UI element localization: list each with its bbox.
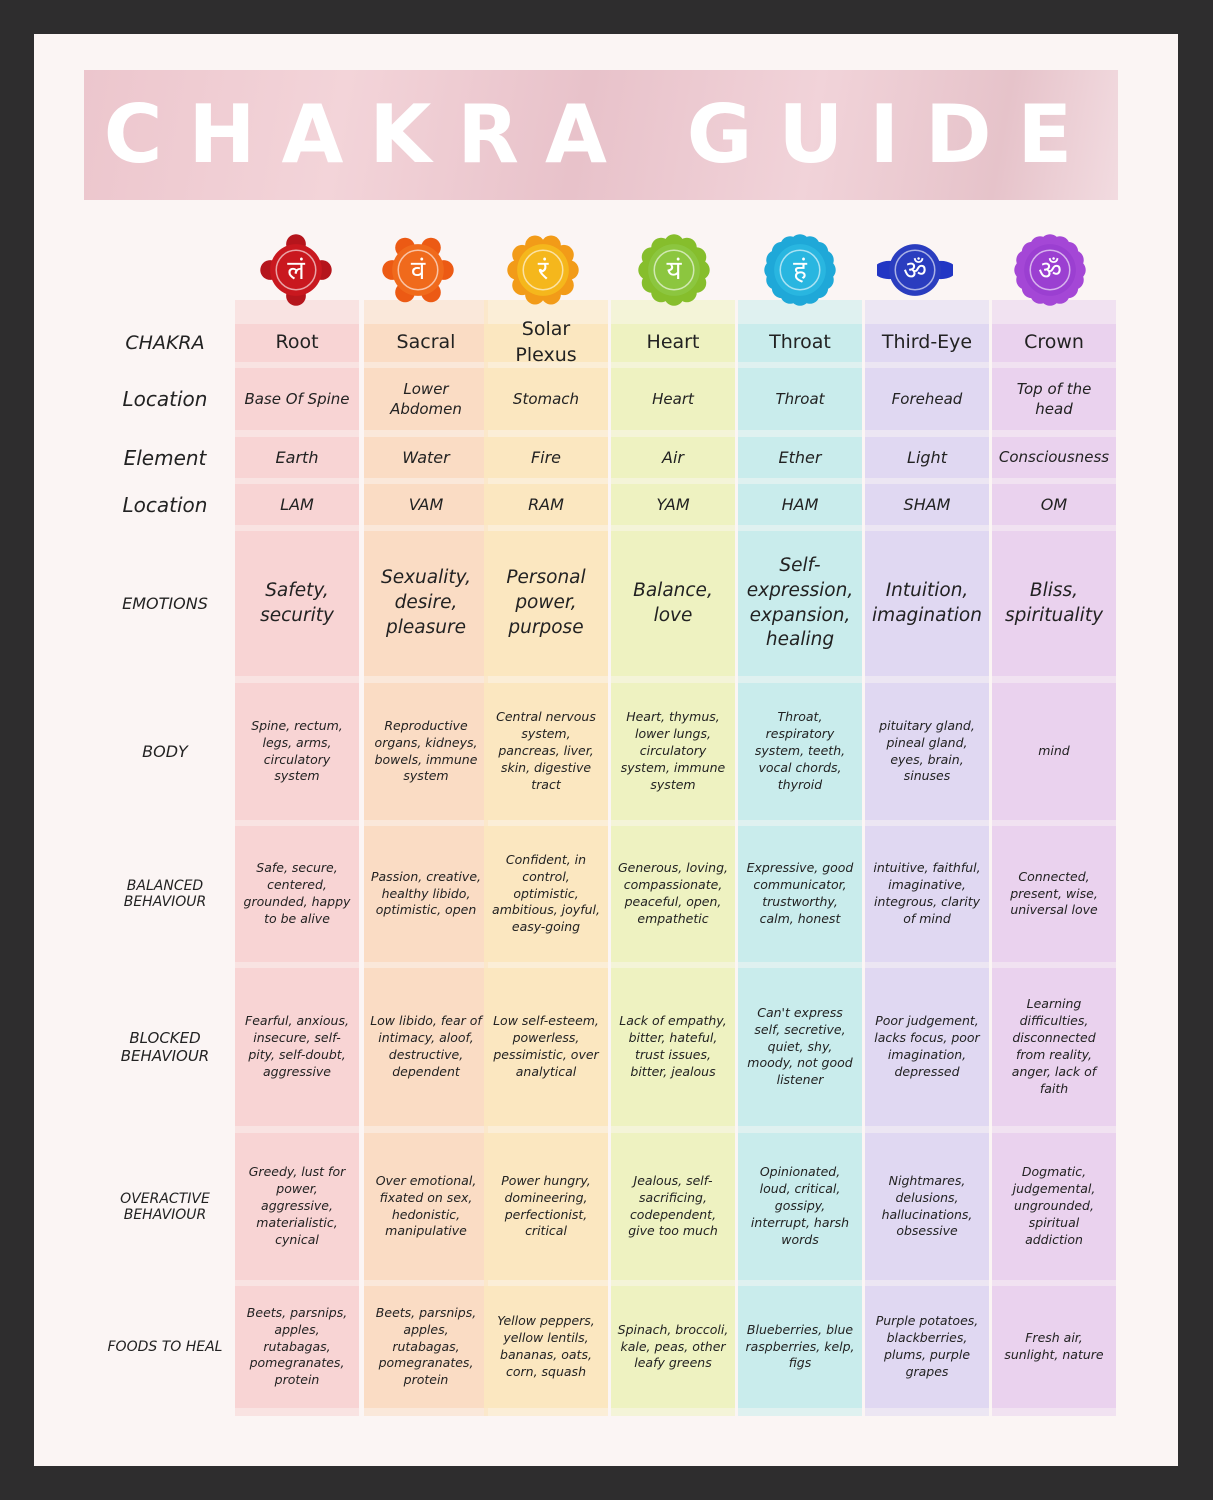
cell-location-heart: Heart	[611, 368, 735, 430]
cell-blocked-heart: Lack of empathy, bitter, hateful, trust …	[611, 968, 735, 1126]
cell-element-solar-plexus: Fire	[484, 437, 608, 478]
row-label-location: Location	[122, 387, 208, 411]
cell-overactive-sacral: Over emotional, fixated on sex, hedonist…	[364, 1133, 488, 1280]
title-banner: CHAKRA GUIDE	[84, 70, 1118, 200]
row-label-chakra: CHAKRA	[125, 332, 205, 354]
row-label-blocked: BLOCKED BEHAVIOUR	[120, 1029, 210, 1065]
cell-chakra-heart: Heart	[611, 324, 735, 362]
cell-foods-crown: Fresh air, sunlight, nature	[992, 1286, 1116, 1408]
row-label-balanced: BALANCED BEHAVIOUR	[123, 878, 207, 910]
cell-location-third-eye: Forehead	[865, 368, 989, 430]
cell-emotions-sacral: Sexuality, desire, pleasure	[364, 531, 488, 676]
cell-element-heart: Air	[611, 437, 735, 478]
chakra-symbol-sacral-icon: वं	[380, 232, 456, 308]
cell-element-crown: Consciousness	[992, 437, 1116, 478]
cell-balanced-sacral: Passion, creative, healthy libido, optim…	[364, 826, 488, 962]
chakra-symbol-throat-icon: हं	[762, 232, 838, 308]
cell-body-root: Spine, rectum, legs, arms, circulatory s…	[235, 683, 359, 820]
cell-body-sacral: Reproductive organs, kidneys, bowels, im…	[364, 683, 488, 820]
cell-overactive-heart: Jealous, self-sacrificing, codependent, …	[611, 1133, 735, 1280]
cell-emotions-third-eye: Intuition, imagination	[865, 531, 989, 676]
cell-chakra-crown: Crown	[992, 324, 1116, 362]
cell-emotions-solar-plexus: Personal power, purpose	[484, 531, 608, 676]
cell-location-sacral: Lower Abdomen	[364, 368, 488, 430]
cell-overactive-crown: Dogmatic, judgemental, ungrounded, spiri…	[992, 1133, 1116, 1280]
row-label-emotions: EMOTIONS	[122, 594, 208, 613]
cell-balanced-solar-plexus: Confident, in control, optimistic, ambit…	[484, 826, 608, 962]
chakra-symbol-solar-plexus-icon: रं	[505, 232, 581, 308]
cell-emotions-throat: Self-expression, expansion, healing	[738, 531, 862, 676]
cell-mantra-heart: YAM	[611, 484, 735, 525]
cell-chakra-third-eye: Third-Eye	[865, 324, 989, 362]
cell-blocked-root: Fearful, anxious, insecure, self-pity, s…	[235, 968, 359, 1126]
cell-body-third-eye: pituitary gland, pineal gland, eyes, bra…	[865, 683, 989, 820]
cell-balanced-throat: Expressive, good communicator, trustwort…	[738, 826, 862, 962]
chakra-symbol-crown-icon: ॐ	[1012, 232, 1088, 308]
row-label-body: BODY	[142, 742, 188, 761]
cell-foods-root: Beets, parsnips, apples, rutabagas, pome…	[235, 1286, 359, 1408]
cell-foods-solar-plexus: Yellow peppers, yellow lentils, bananas,…	[484, 1286, 608, 1408]
cell-mantra-sacral: VAM	[364, 484, 488, 525]
chakra-glyph: ॐ	[903, 256, 927, 286]
cell-balanced-root: Safe, secure, centered, grounded, happy …	[235, 826, 359, 962]
cell-element-third-eye: Light	[865, 437, 989, 478]
page-title: CHAKRA GUIDE	[103, 88, 1099, 181]
cell-body-crown: mind	[992, 683, 1116, 820]
cell-body-throat: Throat, respiratory system, teeth, vocal…	[738, 683, 862, 820]
cell-mantra-root: LAM	[235, 484, 359, 525]
chakra-glyph: वं	[411, 256, 426, 286]
cell-chakra-throat: Throat	[738, 324, 862, 362]
row-label-element: Element	[123, 445, 207, 470]
cell-overactive-solar-plexus: Power hungry, domineering, perfectionist…	[484, 1133, 608, 1280]
cell-blocked-third-eye: Poor judgement, lacks focus, poor imagin…	[865, 968, 989, 1126]
chakra-glyph: रं	[538, 256, 549, 286]
cell-element-root: Earth	[235, 437, 359, 478]
chakra-glyph: ॐ	[1038, 256, 1062, 286]
cell-overactive-root: Greedy, lust for power, aggressive, mate…	[235, 1133, 359, 1280]
cell-body-solar-plexus: Central nervous system, pancreas, liver,…	[484, 683, 608, 820]
cell-blocked-crown: Learning difficulties, disconnected from…	[992, 968, 1116, 1126]
cell-element-throat: Ether	[738, 437, 862, 478]
cell-mantra-third-eye: SHAM	[865, 484, 989, 525]
cell-chakra-sacral: Sacral	[364, 324, 488, 362]
cell-overactive-throat: Opinionated, loud, critical, gossipy, in…	[738, 1133, 862, 1280]
cell-mantra-crown: OM	[992, 484, 1116, 525]
cell-location-throat: Throat	[738, 368, 862, 430]
chakra-glyph: लं	[287, 256, 305, 286]
cell-blocked-solar-plexus: Low self-esteem, powerless, pessimistic,…	[484, 968, 608, 1126]
cell-location-solar-plexus: Stomach	[484, 368, 608, 430]
cell-balanced-heart: Generous, loving, compassionate, peacefu…	[611, 826, 735, 962]
cell-chakra-solar-plexus: Solar Plexus	[484, 318, 608, 366]
cell-element-sacral: Water	[364, 437, 488, 478]
cell-foods-heart: Spinach, broccoli, kale, peas, other lea…	[611, 1286, 735, 1408]
row-label-foods: FOODS TO HEAL	[107, 1339, 223, 1355]
cell-foods-third-eye: Purple potatoes, blackberries, plums, pu…	[865, 1286, 989, 1408]
cell-chakra-root: Root	[235, 324, 359, 362]
cell-foods-sacral: Beets, parsnips, apples, rutabagas, pome…	[364, 1286, 488, 1408]
cell-emotions-heart: Balance, love	[611, 531, 735, 676]
cell-balanced-crown: Connected, present, wise, universal love	[992, 826, 1116, 962]
chakra-symbol-heart-icon: यं	[636, 232, 712, 308]
cell-blocked-sacral: Low libido, fear of intimacy, aloof, des…	[364, 968, 488, 1126]
cell-blocked-throat: Can't express self, secretive, quiet, sh…	[738, 968, 862, 1126]
cell-foods-throat: Blueberries, blue raspberries, kelp, fig…	[738, 1286, 862, 1408]
cell-emotions-root: Safety, security	[235, 531, 359, 676]
row-label-overactive: OVERACTIVE BEHAVIOUR	[120, 1190, 210, 1223]
cell-mantra-throat: HAM	[738, 484, 862, 525]
row-label-mantra: Location	[122, 492, 208, 517]
cell-location-root: Base Of Spine	[235, 368, 359, 430]
chakra-symbol-third-eye-icon: ॐ	[877, 232, 953, 308]
cell-emotions-crown: Bliss, spirituality	[992, 531, 1116, 676]
cell-mantra-solar-plexus: RAM	[484, 484, 608, 525]
cell-body-heart: Heart, thymus, lower lungs, circulatory …	[611, 683, 735, 820]
cell-location-crown: Top of the head	[992, 368, 1116, 430]
cell-overactive-third-eye: Nightmares, delusions, hallucinations, o…	[865, 1133, 989, 1280]
chakra-glyph: हं	[793, 256, 808, 286]
cell-balanced-third-eye: intuitive, faithful, imaginative, integr…	[865, 826, 989, 962]
chakra-glyph: यं	[667, 256, 683, 286]
chakra-symbol-root-icon: लं	[258, 232, 334, 308]
